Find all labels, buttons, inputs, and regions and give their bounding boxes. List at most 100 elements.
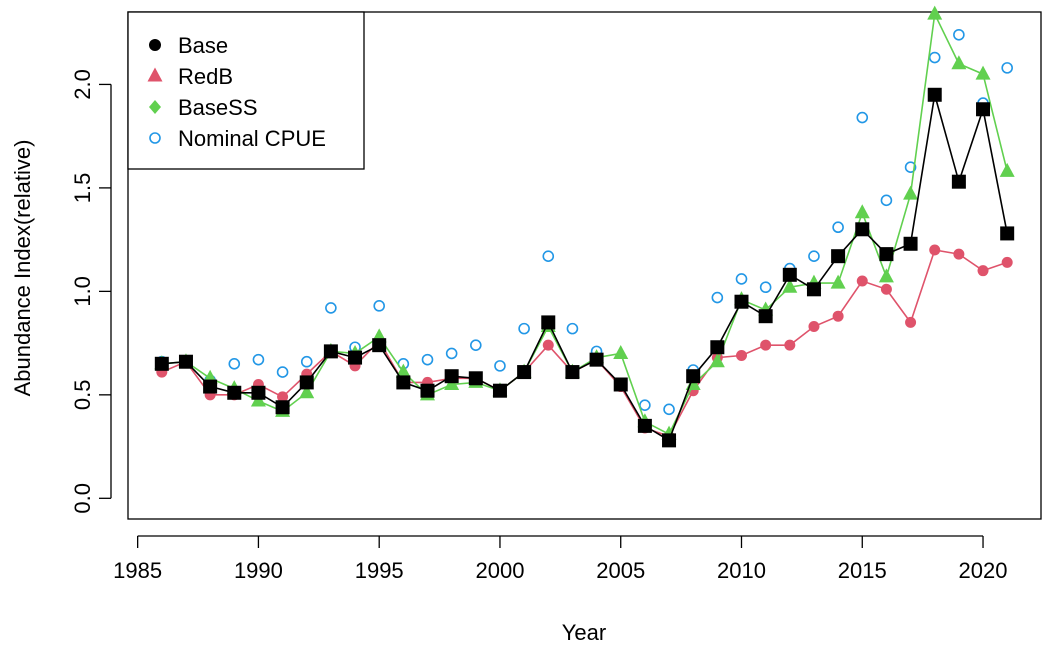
x-tick-label: 2020 (959, 558, 1008, 583)
legend-label-basess: BaseSS (178, 95, 258, 120)
legend-label-nominal-cpue: Nominal CPUE (178, 126, 326, 151)
data-point-base (517, 365, 532, 380)
data-point-nominal-cpue (542, 250, 555, 262)
data-point-base (299, 375, 314, 390)
data-point-base (154, 356, 169, 371)
x-tick-label: 2010 (717, 558, 766, 583)
data-point-nominal-cpue (735, 273, 748, 285)
data-point-base (734, 294, 749, 309)
x-axis-label: Year (562, 620, 606, 645)
data-point-base (927, 87, 942, 102)
data-point-nominal-cpue (832, 221, 844, 234)
y-axis-label: Abundance Index(relative) (10, 140, 35, 397)
data-point-base (468, 371, 483, 386)
data-point-base (831, 249, 846, 264)
data-point-basess (975, 65, 991, 80)
y-tick-label: 0.5 (70, 380, 95, 411)
data-point-base (541, 315, 556, 330)
data-point-nominal-cpue (808, 250, 820, 262)
data-point-basess (709, 353, 725, 368)
data-point-redb (277, 391, 289, 403)
data-point-redb (784, 339, 796, 351)
data-point-base (275, 400, 290, 415)
data-point-base (227, 385, 242, 400)
y-axis: 0.0 0.5 1.0 1.5 2.0 (70, 69, 112, 514)
data-point-base (203, 379, 218, 394)
x-tick-label: 1990 (234, 558, 283, 583)
data-point-nominal-cpue (880, 194, 893, 207)
data-point-base (565, 365, 580, 380)
data-point-basess (903, 185, 919, 200)
data-point-nominal-cpue (711, 291, 724, 304)
data-point-redb (542, 339, 554, 351)
data-point-redb (977, 265, 989, 277)
data-point-base (492, 383, 507, 398)
data-point-redb (760, 339, 772, 351)
data-point-base (806, 282, 821, 297)
data-point-base (348, 350, 363, 365)
data-point-base (879, 247, 894, 262)
data-point-base (251, 385, 266, 400)
data-point-nominal-cpue (904, 161, 917, 174)
data-point-nominal-cpue (856, 111, 869, 124)
x-tick-label: 2005 (596, 558, 645, 583)
series-base (154, 87, 1015, 448)
data-point-nominal-cpue (276, 366, 289, 378)
data-point-nominal-cpue (663, 403, 675, 416)
data-point-nominal-cpue (1001, 62, 1013, 74)
data-point-basess (927, 5, 943, 20)
data-point-base (637, 418, 652, 433)
data-point-basess (613, 344, 629, 359)
data-point-basess (782, 278, 798, 293)
data-point-base (444, 369, 459, 384)
data-point-redb (1001, 256, 1013, 268)
data-point-redb (832, 310, 844, 322)
x-axis: 1985 1990 1995 2000 2005 2010 2015 2020 (113, 535, 1008, 583)
y-tick-label: 2.0 (70, 69, 95, 100)
data-point-base (1000, 226, 1015, 241)
legend-marker-redb (147, 67, 163, 82)
data-point-base (758, 309, 773, 324)
data-point-redb (905, 316, 917, 328)
data-point-base (420, 383, 435, 398)
data-point-nominal-cpue (928, 51, 941, 64)
x-tick-label: 2015 (838, 558, 887, 583)
data-point-base (396, 375, 411, 390)
data-point-nominal-cpue (228, 357, 241, 370)
data-point-base (589, 352, 604, 367)
x-tick-label: 1995 (355, 558, 404, 583)
data-point-nominal-cpue (373, 300, 385, 312)
data-point-base (323, 344, 338, 359)
data-point-base (178, 354, 193, 369)
data-point-nominal-cpue (325, 302, 337, 314)
data-point-redb (929, 244, 941, 256)
data-point-nominal-cpue (421, 353, 434, 366)
legend: Base RedB BaseSS Nominal CPUE (127, 11, 365, 170)
data-point-nominal-cpue (953, 28, 965, 41)
data-point-base (951, 174, 966, 189)
data-point-basess (299, 384, 315, 399)
data-point-basess (395, 363, 411, 378)
legend-marker-nominal-cpue (149, 132, 161, 144)
data-point-nominal-cpue (252, 353, 265, 366)
series-layer (154, 5, 1015, 448)
data-point-base (613, 377, 628, 392)
x-tick-label: 1985 (113, 558, 162, 583)
y-tick-label: 0.0 (70, 483, 95, 514)
y-tick-label: 1.5 (70, 173, 95, 204)
data-point-basess (830, 274, 846, 289)
data-point-base (782, 267, 797, 282)
data-point-basess (854, 204, 870, 219)
data-point-redb (735, 350, 747, 362)
legend-box (127, 11, 365, 170)
data-point-nominal-cpue (494, 360, 506, 372)
data-point-nominal-cpue (518, 322, 530, 335)
data-point-nominal-cpue (566, 322, 579, 335)
data-point-base (855, 222, 870, 237)
data-point-basess (999, 162, 1015, 177)
data-point-basess (878, 268, 894, 283)
data-point-redb (808, 321, 820, 333)
legend-marker-basess (149, 100, 161, 114)
data-point-nominal-cpue (300, 355, 313, 368)
